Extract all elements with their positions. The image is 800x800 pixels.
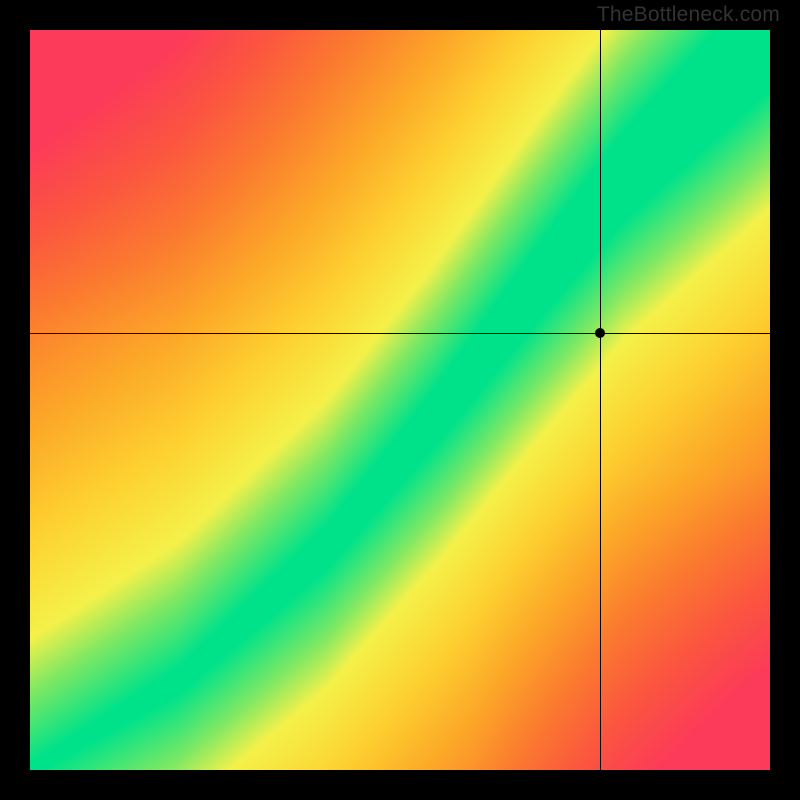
plot-area (30, 30, 770, 770)
crosshair-vertical (600, 30, 601, 770)
watermark-text: TheBottleneck.com (597, 3, 780, 27)
heatmap-canvas (30, 30, 770, 770)
chart-container: TheBottleneck.com (0, 0, 800, 800)
crosshair-marker (595, 328, 605, 338)
crosshair-horizontal (30, 333, 770, 334)
